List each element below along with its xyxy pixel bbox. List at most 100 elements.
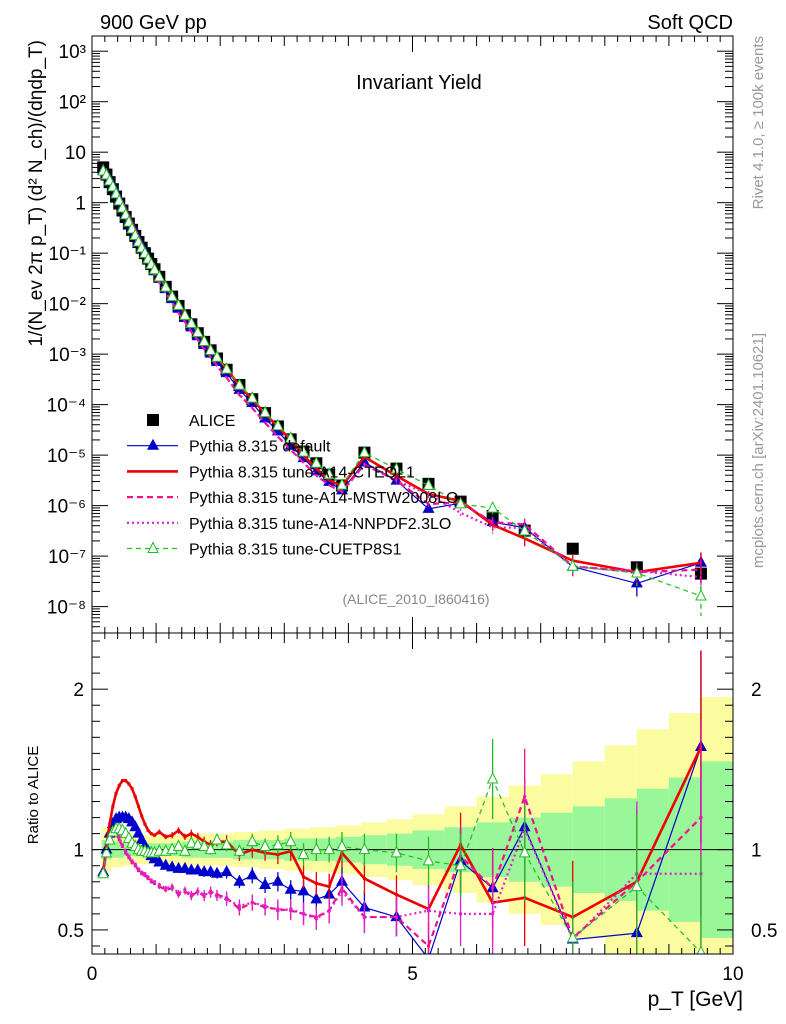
mc-marker (246, 391, 259, 403)
ratio-marker (233, 874, 246, 886)
ratio-marker (696, 945, 706, 954)
mc-marker (204, 343, 217, 355)
ratio-marker (297, 847, 310, 859)
ratio-point (127, 854, 131, 858)
ratio-marker (272, 837, 284, 850)
ratio-marker (310, 892, 323, 904)
analysis-tag: (ALICE_2010_I860416) (342, 591, 489, 607)
ratio-point (340, 889, 344, 893)
ratio-point (394, 893, 398, 897)
ratio-point (177, 891, 181, 895)
ratio-point (289, 907, 293, 911)
ratio-panel: 0.5 0.5 1 1 2 2 0 5 10 (58, 632, 777, 985)
main-y-tick-label: 10⁻⁷ (48, 547, 86, 568)
ratio-point (362, 877, 366, 881)
x-tick-label: 0 (87, 964, 98, 985)
ratio-marker (518, 845, 531, 858)
header-right: Soft QCD (647, 12, 733, 34)
legend-item: ALICE (147, 413, 235, 430)
ratio-y-tick-label: 0.5 (58, 921, 84, 942)
ratio-marker (246, 868, 259, 880)
ratio-x-ticks: 0 5 10 (87, 633, 744, 985)
ratio-point (362, 915, 366, 919)
mc-marker (198, 334, 210, 346)
ratio-marker (191, 837, 204, 850)
ratio-marker (246, 834, 259, 847)
ratio-point (459, 912, 463, 916)
ratio-point (146, 875, 150, 879)
ratio-marker (323, 842, 335, 855)
plot-title: Invariant Yield (356, 72, 482, 94)
mc-marker (153, 269, 166, 282)
mc-marker (310, 456, 323, 468)
ratio-marker (631, 879, 643, 892)
legend-label: Pythia 8.315 tune-A14-NNPDF2.3LO (189, 516, 451, 533)
ratio-y-tick-label: 2 (73, 680, 84, 701)
legend-item: Pythia 8.315 default (127, 438, 331, 456)
ratio-point (152, 880, 156, 884)
legend-item: Pythia 8.315 tune-CUETP8S1 (127, 541, 402, 559)
legend-label: ALICE (189, 413, 235, 430)
mc-marker (566, 559, 579, 571)
mc-marker (422, 501, 435, 513)
mc-marker (518, 523, 531, 536)
main-series (97, 161, 707, 617)
ratio-point (149, 832, 153, 836)
mc-marker (631, 565, 643, 578)
main-y-tick-label: 10⁻² (49, 295, 87, 316)
ratio-point (276, 909, 280, 913)
ratio-point (302, 912, 306, 916)
ratio-point (196, 835, 200, 839)
ratio-point (314, 881, 318, 885)
y-axis-label-ratio: Ratio to ALICE (25, 746, 42, 844)
ratio-marker (100, 845, 113, 858)
ratio-marker (153, 855, 166, 867)
main-y-tick-label: 10⁻¹ (49, 244, 87, 265)
mc-line-5 (102, 170, 702, 597)
ratio-marker (198, 839, 210, 851)
ratio-point (327, 885, 331, 889)
mc-marker (166, 289, 178, 302)
ratio-point (149, 878, 153, 882)
ratio-marker (259, 839, 271, 851)
legend-marker (147, 414, 159, 426)
mc-marker (185, 316, 198, 328)
ratio-marker (297, 884, 310, 896)
mc-marker (358, 455, 371, 467)
ratio-point (117, 838, 121, 842)
ratio-marker (390, 845, 403, 858)
ratio-marker (566, 930, 579, 943)
ratio-y-tick-label: 1 (73, 841, 84, 862)
ratio-point (177, 828, 181, 832)
legend-label: Pythia 8.315 default (189, 439, 331, 456)
ratio-point (327, 909, 331, 913)
ratio-line-4 (102, 825, 701, 942)
ratio-marker (172, 839, 185, 851)
ratio-point (152, 833, 156, 837)
ratio-marker (259, 877, 272, 889)
ratio-point (491, 912, 495, 916)
ratio-point (189, 893, 193, 897)
main-y-tick-label: 10 (65, 143, 86, 164)
mc-marker (259, 405, 271, 418)
ratio-point (127, 782, 131, 786)
main-x-ticks (91, 36, 734, 633)
ratio-series (97, 650, 707, 954)
x-tick-label: 10 (722, 964, 743, 985)
ratio-marker (185, 836, 198, 848)
ratio-point (225, 897, 229, 901)
ratio-point (164, 886, 168, 890)
ratio-point (196, 889, 200, 893)
ratio-point (157, 830, 161, 834)
mc-marker (297, 445, 310, 457)
ratio-point (136, 804, 140, 808)
ratio-marker (284, 834, 297, 847)
ratio-point (215, 894, 219, 898)
mc-marker (422, 478, 435, 490)
header-left: 900 GeV pp (100, 12, 207, 34)
ratio-marker (486, 771, 499, 784)
data-point (566, 542, 579, 555)
mc-marker (272, 418, 284, 431)
ratio-marker (358, 842, 371, 855)
